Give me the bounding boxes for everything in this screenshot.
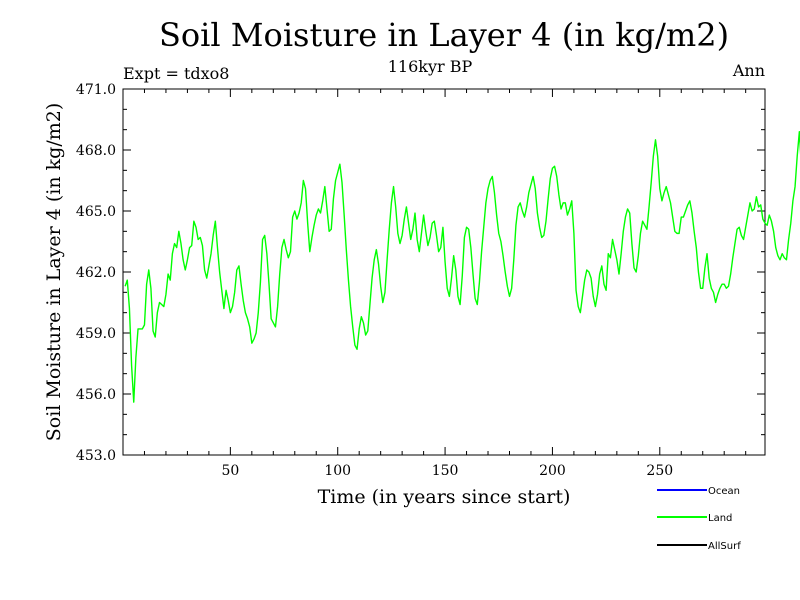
experiment-label: Expt = tdxo8 (123, 64, 229, 83)
plot-area: 50 100 150 200 250 453.0 456.0 459.0 462.0 465.0 4… (76, 82, 800, 479)
series-line-land (124, 130, 800, 403)
legend-label-allsurf: AllSurf (708, 541, 741, 552)
y-axis-label: Soil Moisture in Layer 4 (in kg/m2) (43, 103, 65, 442)
legend-label-ocean: Ocean (708, 486, 740, 497)
x-tick-label: 250 (646, 463, 673, 479)
season-label: Ann (732, 61, 765, 80)
y-tick-label: 453.0 (76, 448, 116, 464)
x-tick-label: 100 (324, 463, 351, 479)
x-tick-label: 200 (539, 463, 566, 479)
x-tick-label: 150 (432, 463, 459, 479)
y-tick-label: 459.0 (76, 326, 116, 342)
period-label: 116kyr BP (388, 57, 473, 76)
y-tick-label: 462.0 (76, 265, 116, 281)
legend-label-land: Land (708, 513, 732, 524)
y-tick-label: 468.0 (76, 143, 116, 159)
y-tick-label: 465.0 (76, 204, 116, 220)
legend: Ocean Land AllSurf (657, 486, 741, 552)
x-tick-label: 50 (221, 463, 239, 479)
x-axis-label: Time (in years since start) (318, 486, 571, 508)
y-tick-label: 456.0 (76, 387, 116, 403)
chart-title: Soil Moisture in Layer 4 (in kg/m2) (159, 16, 729, 54)
y-tick-label: 471.0 (76, 82, 116, 98)
